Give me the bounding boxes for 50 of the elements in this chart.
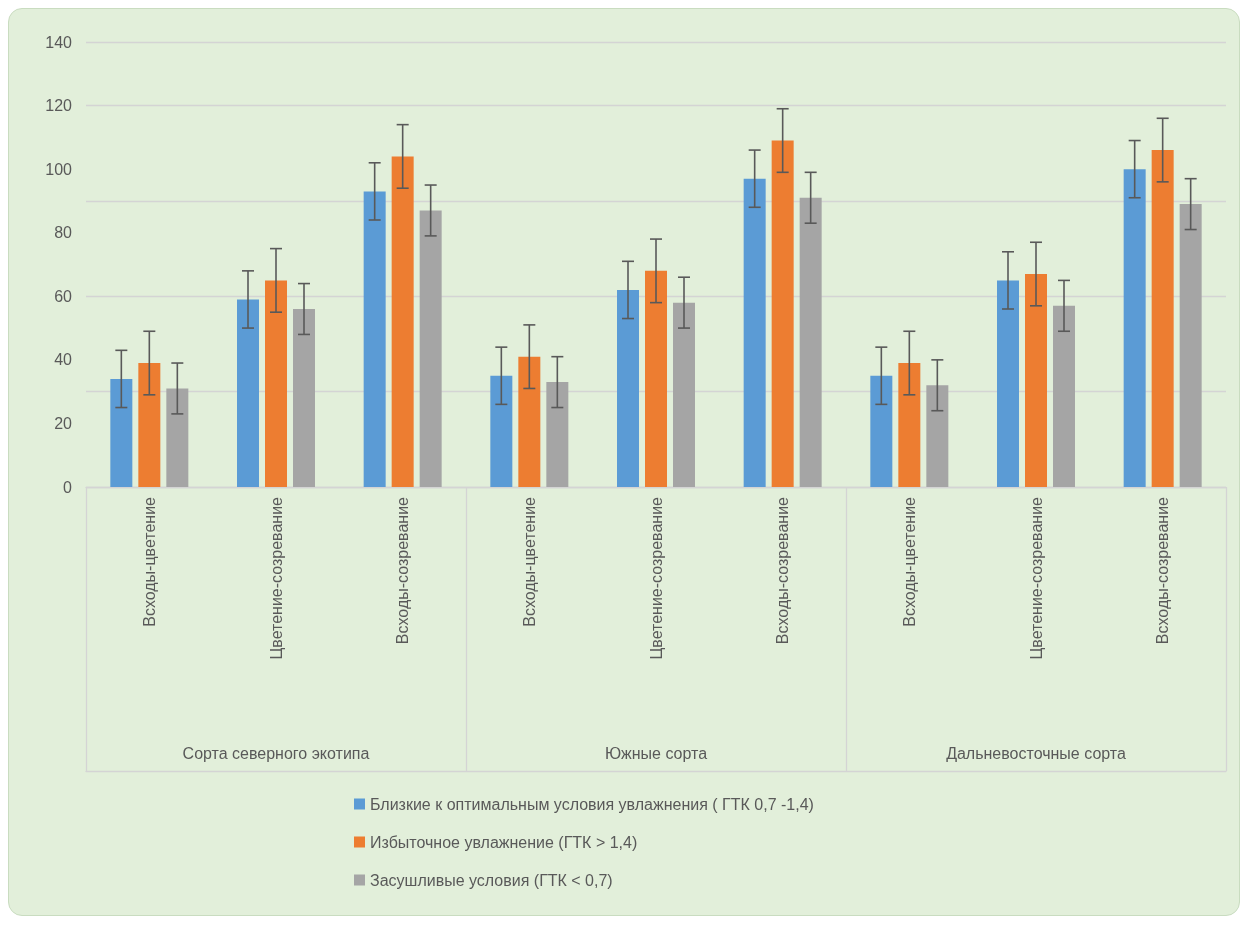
bar: [926, 385, 949, 487]
bar: [490, 375, 513, 487]
x-tick-label: Всходы-созревание: [774, 496, 792, 645]
bar: [771, 140, 794, 487]
bar: [419, 210, 442, 487]
bar: [898, 363, 921, 487]
x-tick-label: Всходы-цветение: [520, 496, 538, 627]
x-tick-label: Цветение-созревание: [267, 496, 285, 660]
bar: [743, 178, 766, 487]
bar: [546, 382, 569, 487]
y-tick-label: 120: [45, 97, 73, 115]
bar: [110, 378, 133, 487]
x-tick-label: Всходы-цветение: [900, 496, 918, 627]
bar: [673, 302, 695, 487]
bar: [166, 388, 189, 487]
y-tick-label: 20: [54, 414, 73, 432]
bar: [997, 280, 1019, 487]
y-tick-label: 0: [63, 478, 73, 496]
x-tick-label: Цветение-созревание: [1027, 496, 1045, 660]
y-tick-label: 100: [45, 160, 73, 178]
bar: [870, 375, 893, 487]
x-tick-label: Всходы-созревание: [1154, 496, 1172, 645]
bar: [1179, 204, 1202, 487]
bar: [391, 156, 414, 487]
legend-label: Близкие к оптимальным условия увлажнения ( ГТК 0,7 -1,4): [370, 795, 814, 813]
bar: [265, 280, 287, 487]
x-tick-label: Цветение-созревание: [647, 496, 665, 660]
bar: [799, 197, 822, 487]
legend-label: Засушливые условия (ГТК < 0,7): [370, 871, 613, 889]
y-tick-label: 80: [54, 224, 73, 242]
text: Сорта северного экотипа: [182, 744, 370, 762]
bar: [138, 363, 161, 487]
bar: [1053, 305, 1075, 487]
text: Дальневосточные сорта: [946, 744, 1126, 762]
bar: [293, 309, 315, 487]
bar: [518, 356, 541, 487]
bar: [1123, 169, 1146, 487]
bar: [645, 270, 667, 487]
x-tick-label: Всходы-цветение: [140, 496, 158, 627]
text: Южные сорта: [604, 744, 708, 762]
x-tick-label: Всходы-созревание: [394, 496, 412, 645]
legend-label: Избыточное увлажнение (ГТК > 1,4): [370, 833, 638, 851]
bar: [617, 289, 639, 487]
bar: [1025, 274, 1047, 487]
y-tick-label: 140: [45, 33, 73, 51]
bar: [237, 299, 259, 487]
bar: [1151, 150, 1174, 487]
bar: [363, 191, 386, 487]
y-tick-label: 40: [54, 351, 73, 369]
y-tick-label: 60: [54, 287, 73, 305]
